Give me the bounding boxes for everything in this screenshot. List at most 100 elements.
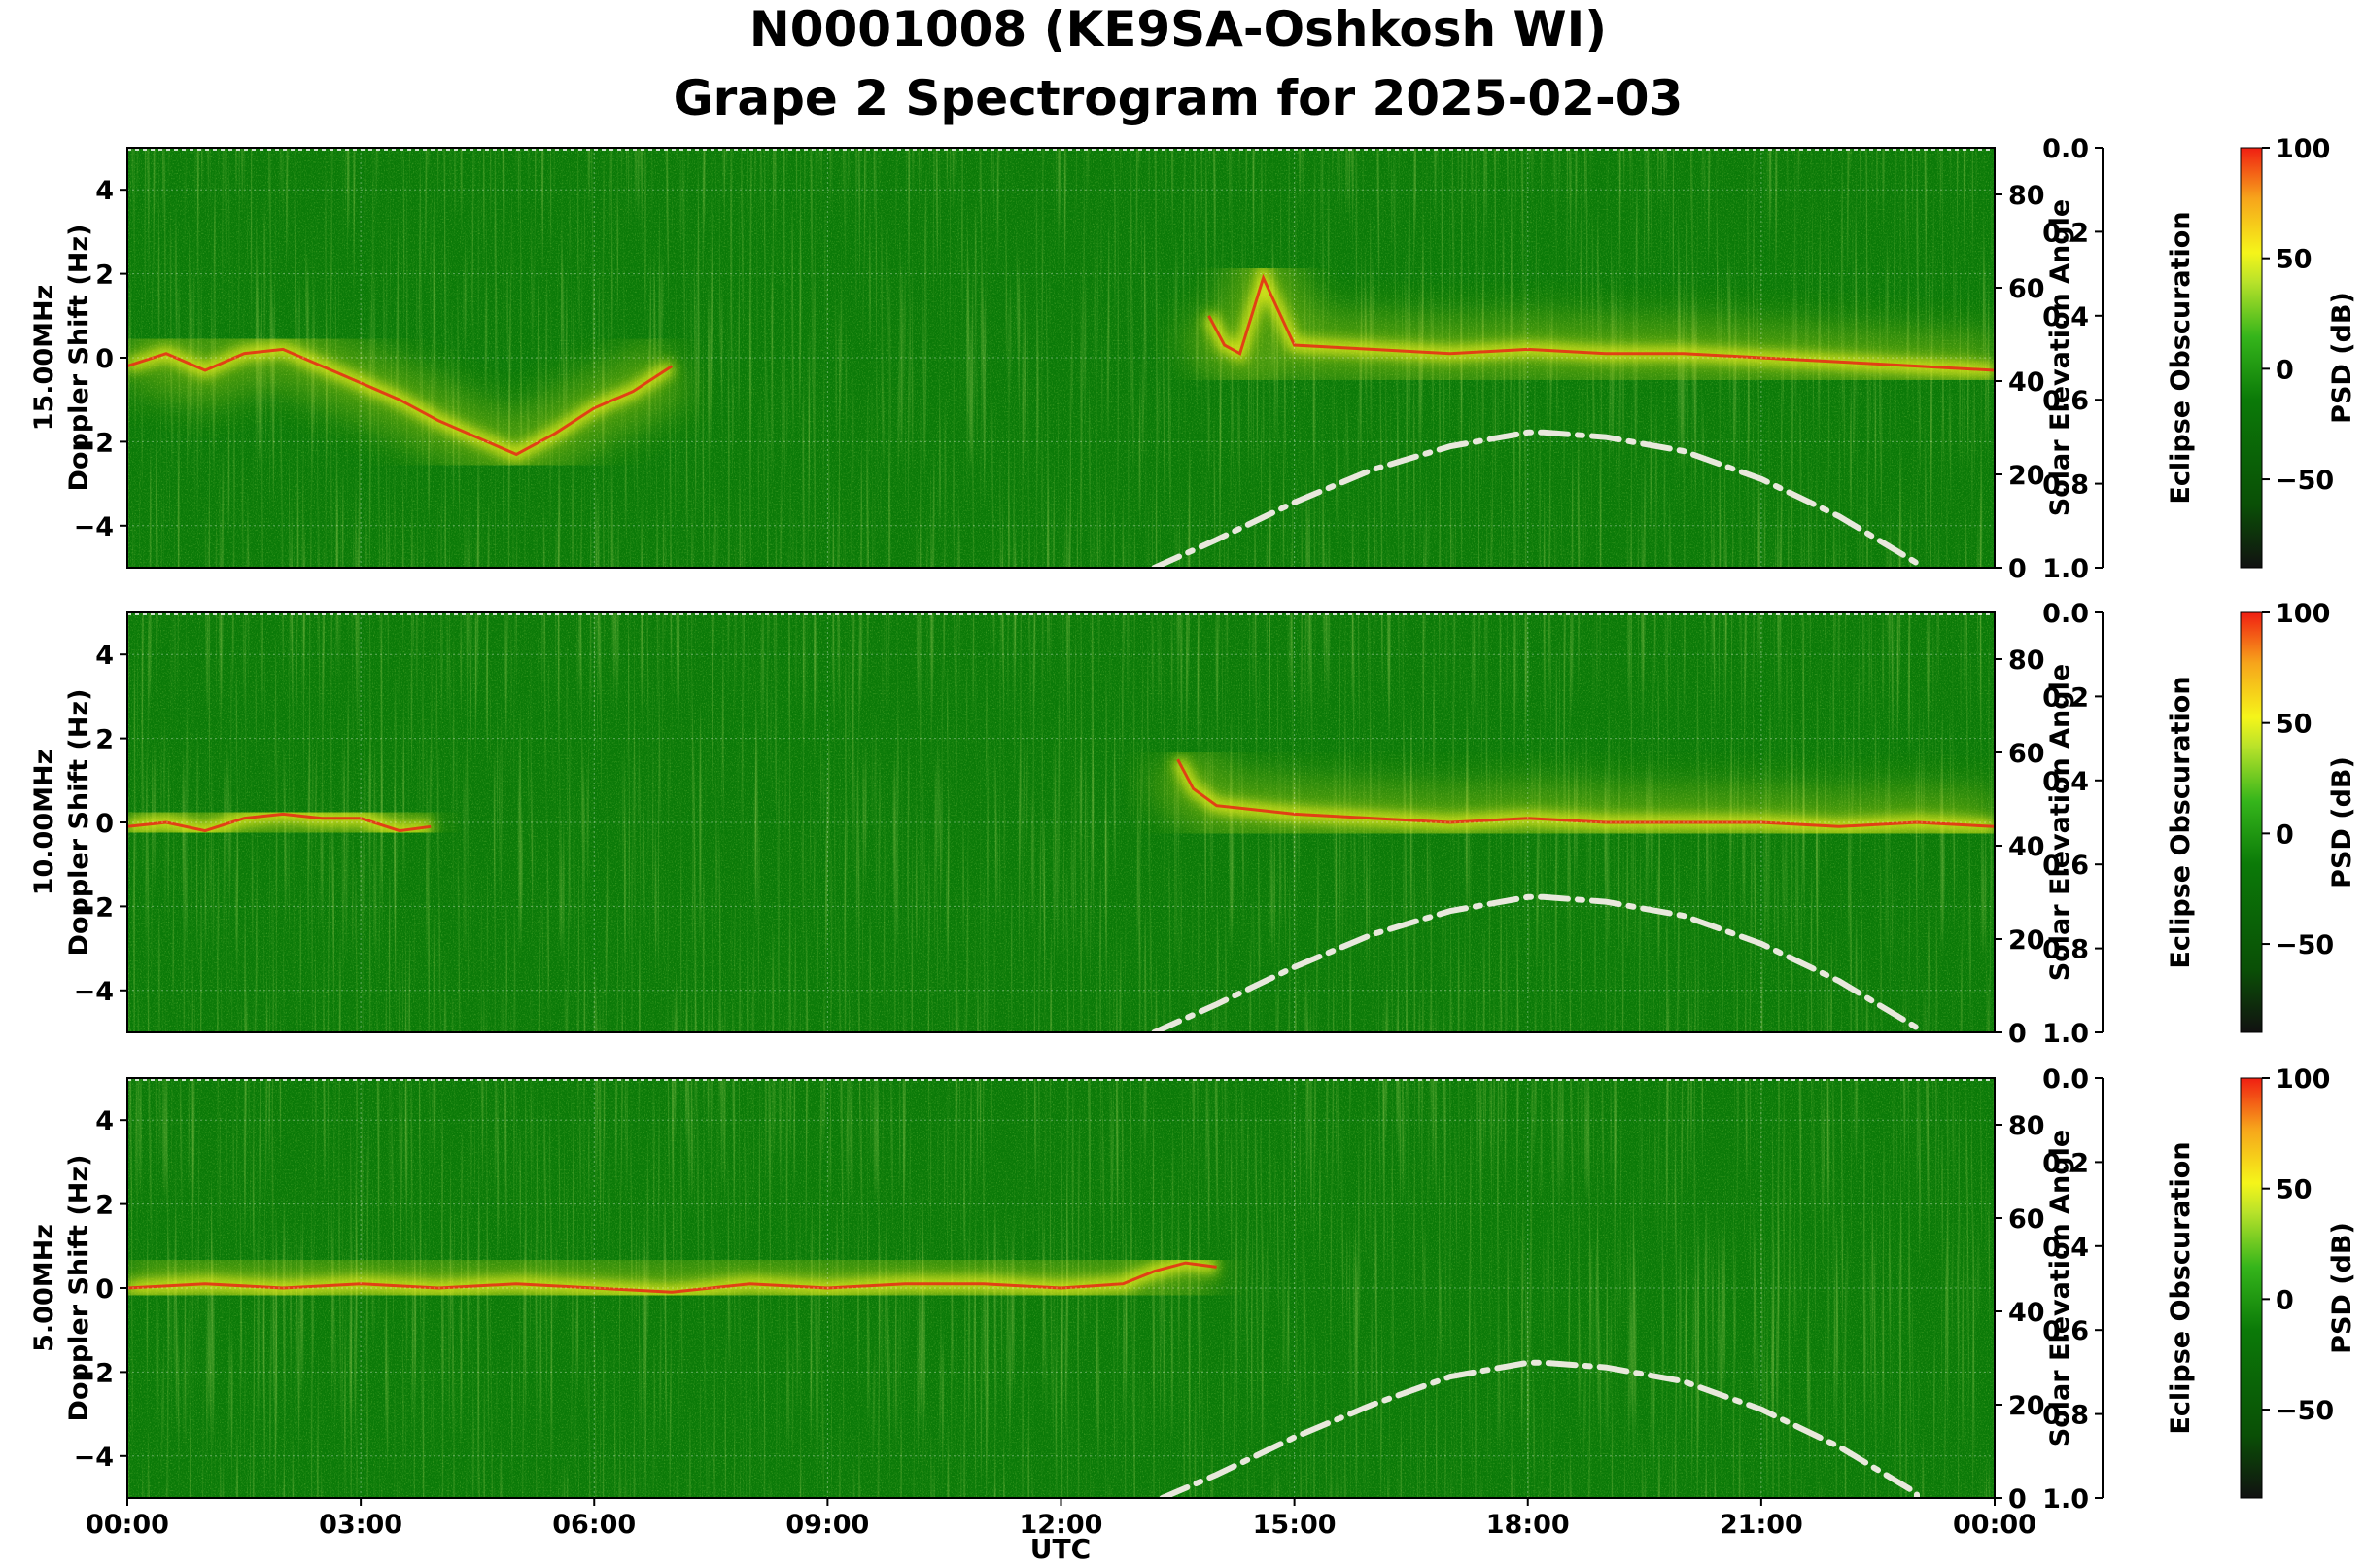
colorbar-tick-label: 0	[2276, 819, 2294, 850]
x-tick-label: 06:00	[552, 1510, 636, 1540]
eclipse-tick-label: 0.2	[2042, 218, 2089, 248]
right-tick-label: 80	[2008, 1111, 2045, 1141]
colorbar	[2240, 147, 2263, 569]
plot-area	[127, 1078, 1995, 1498]
eclipse-obscuration-label: Eclipse Obscuration	[2166, 211, 2196, 504]
y-axis-label: 10.00MHz Doppler Shift (Hz)	[29, 689, 94, 957]
right-tick-label: 60	[2008, 1204, 2045, 1235]
spectrogram-panels: 420−2−415.00MHz Doppler Shift (Hz)0204060…	[29, 134, 2357, 1540]
panel-5.00mhz: 420−2−45.00MHz Doppler Shift (Hz)02040608…	[29, 1064, 2357, 1540]
solar-elevation-curve	[1151, 429, 1920, 568]
y-axis-label: 15.00MHz Doppler Shift (Hz)	[29, 225, 94, 492]
y-tick-label: −4	[74, 977, 114, 1007]
eclipse-obscuration-label: Eclipse Obscuration	[2166, 1141, 2196, 1434]
solar-elevation-label: Solar Elevation Angle	[2045, 199, 2075, 516]
right-tick-label: 20	[2008, 1391, 2045, 1421]
frequency-label: 10.00MHz	[29, 749, 59, 896]
colorbar-tick-label: −50	[2276, 466, 2334, 496]
right-tick-label: 20	[2008, 461, 2045, 491]
eclipse-tick-label: 0.4	[2042, 1233, 2089, 1263]
x-tick-label: 18:00	[1486, 1510, 1570, 1540]
y-tick-label: 0	[95, 1274, 114, 1305]
eclipse-tick-label: 0.4	[2042, 302, 2089, 332]
right-tick-label: 40	[2008, 1298, 2045, 1328]
right-tick-label: 40	[2008, 832, 2045, 862]
x-tick-label: 12:00	[1020, 1510, 1103, 1540]
x-tick-label: 03:00	[319, 1510, 402, 1540]
colorbar-tick-label: 50	[2276, 1175, 2313, 1205]
y-tick-label: 0	[95, 344, 114, 374]
colorbar-tick-label: 100	[2276, 599, 2330, 629]
eclipse-tick-label: 0.8	[2042, 935, 2089, 965]
colorbar	[2240, 611, 2263, 1033]
x-axis-label: UTC	[1030, 1533, 1091, 1565]
doppler-label: Doppler Shift (Hz)	[64, 689, 94, 957]
eclipse-obscuration-label: Eclipse Obscuration	[2166, 676, 2196, 968]
y-tick-label: −2	[74, 1358, 114, 1388]
solar-elevation-label: Solar Elevation Angle	[2045, 1130, 2075, 1446]
panel-15.00mhz: 420−2−415.00MHz Doppler Shift (Hz)0204060…	[29, 134, 2357, 584]
colorbar	[2240, 1077, 2263, 1499]
right-tick-label: 80	[2008, 645, 2045, 676]
y-tick-label: 4	[95, 1106, 114, 1136]
colorbar-tick-label: 50	[2276, 710, 2313, 740]
frequency-label: 15.00MHz	[29, 285, 59, 432]
colorbar-tick-label: −50	[2276, 930, 2334, 960]
y-axis-label: 5.00MHz Doppler Shift (Hz)	[29, 1155, 94, 1422]
y-tick-label: 4	[95, 641, 114, 671]
y-tick-label: −4	[74, 1443, 114, 1473]
right-tick-label: 80	[2008, 181, 2045, 211]
solar-elevation-label: Solar Elevation Angle	[2045, 664, 2075, 981]
colorbar-label: PSD (dB)	[2327, 756, 2357, 889]
colorbar-tick-label: 100	[2276, 1064, 2330, 1095]
eclipse-tick-label: 1.0	[2042, 1484, 2089, 1515]
panel-10.00mhz: 420−2−410.00MHz Doppler Shift (Hz)0204060…	[29, 599, 2357, 1049]
figure-title-line2: Grape 2 Spectrogram for 2025-02-03	[674, 70, 1684, 126]
doppler-label: Doppler Shift (Hz)	[64, 225, 94, 492]
solar-elevation-curve	[1159, 1359, 1920, 1498]
colorbar-tick-label: 0	[2276, 1285, 2294, 1315]
right-tick-label: 40	[2008, 367, 2045, 398]
eclipse-tick-label: 0.6	[2042, 1316, 2089, 1346]
right-tick-label: 60	[2008, 739, 2045, 769]
doppler-trace	[1207, 273, 1995, 372]
eclipse-tick-label: 0.4	[2042, 767, 2089, 797]
right-tick-label: 60	[2008, 274, 2045, 304]
eclipse-tick-label: 0.0	[2042, 599, 2089, 629]
eclipse-tick-label: 0.6	[2042, 386, 2089, 416]
eclipse-tick-label: 0.8	[2042, 1401, 2089, 1431]
colorbar-tick-label: 0	[2276, 355, 2294, 385]
doppler-trace	[1176, 758, 1995, 828]
x-tick-label: 15:00	[1253, 1510, 1337, 1540]
eclipse-tick-label: 0.0	[2042, 134, 2089, 164]
right-tick-label: 20	[2008, 925, 2045, 956]
right-tick-label: 0	[2008, 554, 2027, 584]
x-tick-label: 00:00	[86, 1510, 169, 1540]
plot-area	[127, 612, 1995, 1032]
y-tick-label: 4	[95, 176, 114, 206]
colorbar-label: PSD (dB)	[2327, 292, 2357, 424]
y-tick-label: 2	[95, 1191, 114, 1221]
y-tick-label: 0	[95, 809, 114, 839]
x-tick-label: 00:00	[1953, 1510, 2036, 1540]
colorbar-tick-label: −50	[2276, 1396, 2334, 1426]
y-tick-label: −4	[74, 512, 114, 542]
doppler-trace	[127, 812, 432, 833]
right-tick-label: 0	[2008, 1484, 2027, 1515]
x-tick-label: 21:00	[1720, 1510, 1803, 1540]
eclipse-tick-label: 1.0	[2042, 1019, 2089, 1049]
y-tick-label: 2	[95, 725, 114, 755]
eclipse-tick-label: 0.2	[2042, 1148, 2089, 1178]
eclipse-tick-label: 1.0	[2042, 554, 2089, 584]
colorbar-tick-label: 100	[2276, 134, 2330, 164]
eclipse-tick-label: 0.6	[2042, 851, 2089, 881]
colorbar-label: PSD (dB)	[2327, 1222, 2357, 1354]
figure-title-line1: N0001008 (KE9SA-Oshkosh WI)	[749, 1, 1607, 57]
doppler-trace	[127, 1261, 1217, 1294]
colorbar-tick-label: 50	[2276, 245, 2313, 275]
doppler-label: Doppler Shift (Hz)	[64, 1155, 94, 1422]
y-tick-label: −2	[74, 428, 114, 458]
x-tick-label: 09:00	[785, 1510, 869, 1540]
frequency-label: 5.00MHz	[29, 1224, 59, 1352]
